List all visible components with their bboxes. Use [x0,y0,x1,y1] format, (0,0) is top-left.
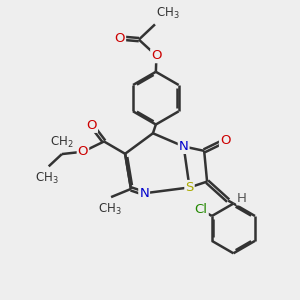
Text: CH$_3$: CH$_3$ [35,170,59,186]
Text: N: N [179,140,188,153]
Text: N: N [139,187,149,200]
Text: Cl: Cl [195,203,208,216]
Text: O: O [220,134,230,147]
Text: S: S [185,181,194,194]
Text: O: O [86,119,97,132]
Text: O: O [151,49,162,62]
Text: O: O [115,32,125,45]
Text: H: H [237,192,247,205]
Text: CH$_2$: CH$_2$ [50,135,74,150]
Text: CH$_3$: CH$_3$ [156,6,180,22]
Text: CH$_3$: CH$_3$ [98,202,122,217]
Text: O: O [78,145,88,158]
